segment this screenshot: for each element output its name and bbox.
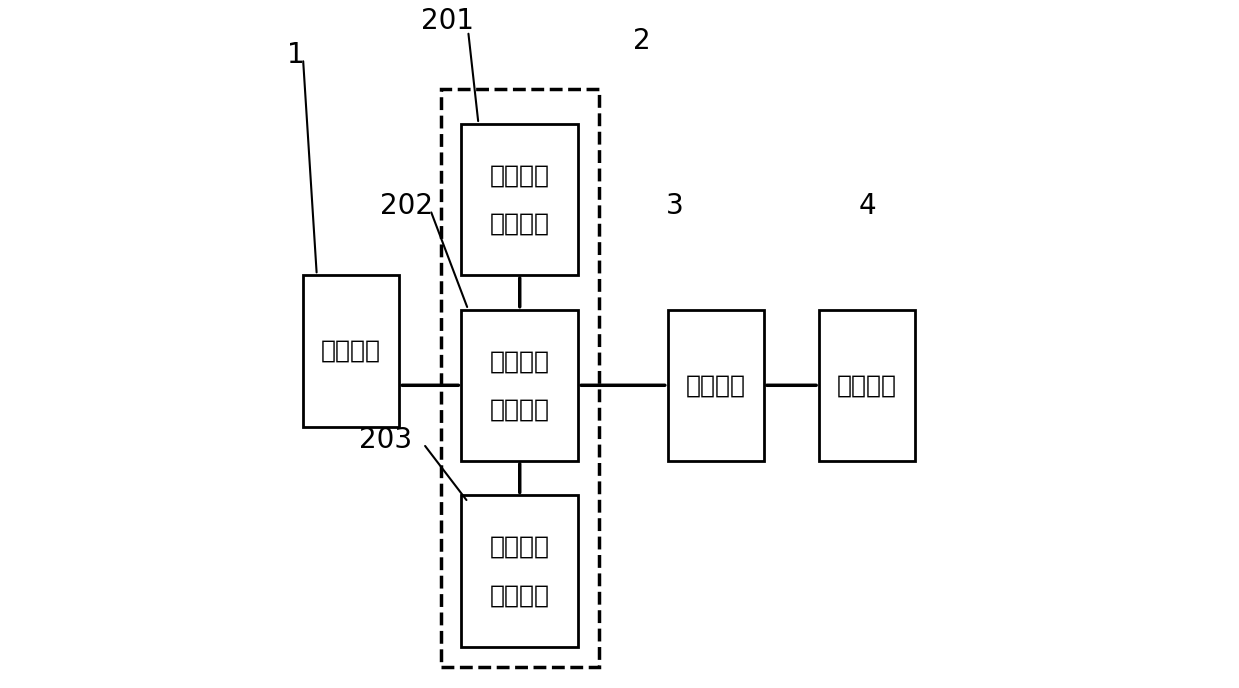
Text: 4: 4	[859, 193, 876, 220]
Text: 计算模块: 计算模块	[489, 398, 550, 421]
Bar	[304, 275, 399, 427]
Text: 3: 3	[665, 193, 684, 220]
Text: 计算模块: 计算模块	[686, 374, 746, 397]
Text: 201: 201	[421, 7, 475, 34]
Text: 第一位置: 第一位置	[489, 164, 550, 187]
Text: 第二位置: 第二位置	[489, 535, 550, 559]
Bar	[461, 124, 579, 275]
Text: 反电动势: 反电动势	[489, 350, 550, 373]
Bar	[819, 310, 916, 461]
Text: 空转模块: 空转模块	[321, 339, 382, 363]
Bar	[461, 310, 579, 461]
Text: 2: 2	[633, 28, 650, 55]
Text: 获取模块: 获取模块	[489, 583, 550, 607]
Bar	[668, 310, 764, 461]
Bar	[461, 495, 579, 647]
Text: 1: 1	[287, 41, 305, 69]
Bar	[441, 89, 598, 667]
Text: 获取模块: 获取模块	[489, 212, 550, 235]
Text: 202: 202	[379, 193, 432, 220]
Text: 203: 203	[359, 427, 413, 454]
Text: 控制模块: 控制模块	[838, 374, 897, 397]
